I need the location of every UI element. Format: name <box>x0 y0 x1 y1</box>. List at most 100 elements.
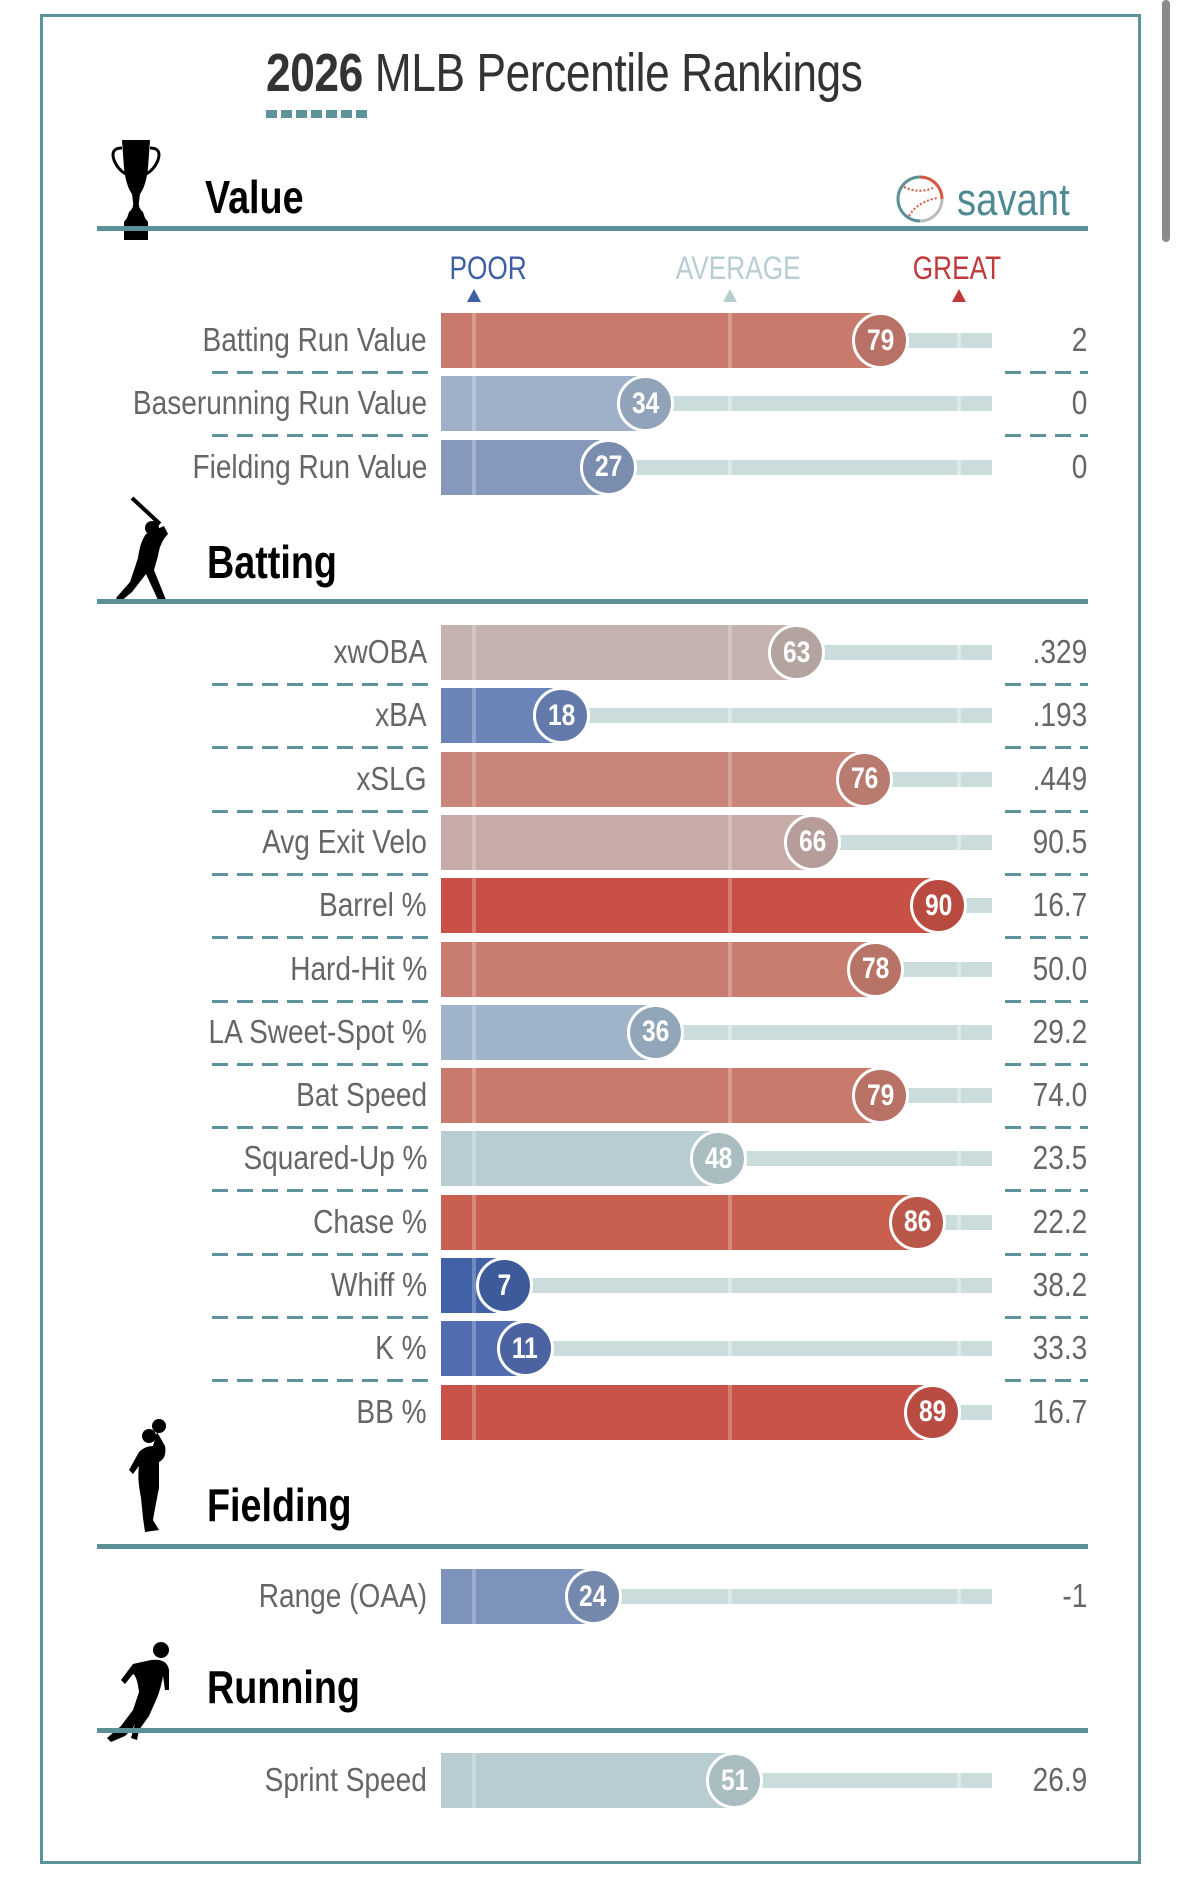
percentile-badge: 11 <box>496 1320 554 1378</box>
row-separator <box>212 1316 428 1319</box>
metric-row[interactable]: Barrel % 90 16.7 <box>0 877 1179 935</box>
metric-value: 16.7 <box>1032 1392 1087 1430</box>
metric-label: BB % <box>356 1392 427 1430</box>
metric-row[interactable]: Sprint Speed 51 26.9 <box>0 1752 1179 1809</box>
metric-row[interactable]: Fielding Run Value 27 0 <box>0 438 1179 496</box>
metric-row[interactable]: Baserunning Run Value 34 0 <box>0 375 1179 433</box>
row-separator <box>1005 434 1088 438</box>
metric-label: Batting Run Value <box>202 321 427 358</box>
row-separator <box>1005 999 1088 1003</box>
metric-label: Squared-Up % <box>243 1139 427 1177</box>
savant-logo: savant <box>895 170 1090 230</box>
percentile-badge: 27 <box>580 438 638 496</box>
percentile-badge: 90 <box>909 877 967 935</box>
metric-label: xSLG <box>356 759 427 797</box>
percentile-bar <box>441 941 875 997</box>
track-tick <box>957 1278 961 1293</box>
metric-value: 0 <box>1071 447 1087 485</box>
bar-tick <box>472 1068 476 1124</box>
title-year: 2026 <box>266 43 363 103</box>
metric-row[interactable]: K % 11 33.3 <box>0 1320 1179 1378</box>
track-tick <box>957 1341 961 1357</box>
metric-value: 33.3 <box>1032 1329 1087 1367</box>
bar-tick <box>472 376 476 432</box>
bar-tick <box>472 1131 476 1187</box>
percentile-bar <box>441 1194 917 1250</box>
track-tick <box>728 1278 732 1293</box>
metric-row[interactable]: Hard-Hit % 78 50.0 <box>0 940 1179 998</box>
metric-label: Whiff % <box>330 1266 427 1303</box>
metric-row[interactable]: LA Sweet-Spot % 36 29.2 <box>0 1003 1179 1061</box>
section-title-batting: Batting <box>207 536 337 588</box>
percentile-value: 66 <box>798 825 827 859</box>
track-tick <box>728 459 732 475</box>
percentile-badge: 34 <box>616 375 674 433</box>
metric-row[interactable]: Batting Run Value 79 2 <box>0 312 1179 369</box>
metric-row[interactable]: xBA 18 .193 <box>0 687 1179 745</box>
section-divider <box>97 1544 1088 1549</box>
percentile-value: 18 <box>547 698 576 732</box>
metric-value: .193 <box>1032 696 1087 734</box>
metric-label: LA Sweet-Spot % <box>208 1012 427 1050</box>
percentile-track <box>441 1278 992 1293</box>
bar-tick <box>728 1068 732 1124</box>
percentile-bar <box>441 376 645 432</box>
percentile-badge: 89 <box>904 1383 962 1441</box>
bar-tick <box>472 1258 476 1313</box>
metric-row[interactable]: BB % 89 16.7 <box>0 1383 1179 1441</box>
metric-row[interactable]: Range (OAA) 24 -1 <box>0 1568 1179 1625</box>
row-separator <box>212 1189 428 1193</box>
percentile-badge: 63 <box>768 624 826 681</box>
percentile-badge: 48 <box>690 1130 748 1188</box>
metric-value: 74.0 <box>1032 1076 1087 1114</box>
percentile-value: 48 <box>704 1141 733 1175</box>
metric-label: K % <box>375 1329 427 1367</box>
row-separator <box>212 999 428 1003</box>
percentile-value: 79 <box>866 1078 895 1112</box>
bar-tick <box>728 625 732 680</box>
section-title-running: Running <box>207 1661 360 1713</box>
track-tick <box>728 708 732 724</box>
scrollbar[interactable] <box>1162 0 1170 242</box>
trophy-icon <box>111 140 161 240</box>
track-tick <box>957 1024 961 1040</box>
row-separator <box>1005 1189 1088 1193</box>
track-tick <box>957 1214 961 1230</box>
row-separator <box>212 371 428 374</box>
track-tick <box>957 645 961 660</box>
percentile-value: 36 <box>642 1015 670 1049</box>
baseball-icon <box>896 175 944 223</box>
track-tick <box>957 771 961 787</box>
percentile-bar <box>441 1384 933 1440</box>
percentile-badge: 7 <box>475 1257 533 1314</box>
track-tick <box>957 1088 961 1104</box>
percentile-badge: 18 <box>533 687 591 745</box>
row-separator <box>1005 872 1088 876</box>
metric-row[interactable]: Squared-Up % 48 23.5 <box>0 1130 1179 1188</box>
percentile-bar <box>441 1068 881 1124</box>
metric-label: xBA <box>375 696 427 734</box>
track-tick <box>957 333 961 348</box>
bar-tick <box>472 1004 476 1060</box>
percentile-bar <box>441 625 797 680</box>
percentile-bar <box>441 751 865 807</box>
metric-row[interactable]: Whiff % 7 38.2 <box>0 1257 1179 1314</box>
metric-row[interactable]: Bat Speed 79 74.0 <box>0 1067 1179 1125</box>
metric-row[interactable]: xSLG 76 .449 <box>0 750 1179 808</box>
row-separator <box>1005 1062 1088 1066</box>
metric-row[interactable]: xwOBA 63 .329 <box>0 624 1179 681</box>
title-underline-dots <box>266 110 367 118</box>
section-title-fielding: Fielding <box>207 1479 352 1531</box>
percentile-bar <box>441 878 938 934</box>
bar-tick <box>472 625 476 680</box>
row-separator <box>212 1252 428 1256</box>
metric-row[interactable]: Chase % 86 22.2 <box>0 1193 1179 1251</box>
row-separator <box>212 746 428 750</box>
savant-text: savant <box>957 174 1070 225</box>
row-separator <box>1005 683 1088 686</box>
metric-row[interactable]: Avg Exit Velo 66 90.5 <box>0 813 1179 871</box>
percentile-badge: 79 <box>852 1067 910 1125</box>
bar-tick <box>472 1753 476 1808</box>
percentile-bar <box>441 1131 719 1187</box>
row-separator <box>212 809 428 813</box>
